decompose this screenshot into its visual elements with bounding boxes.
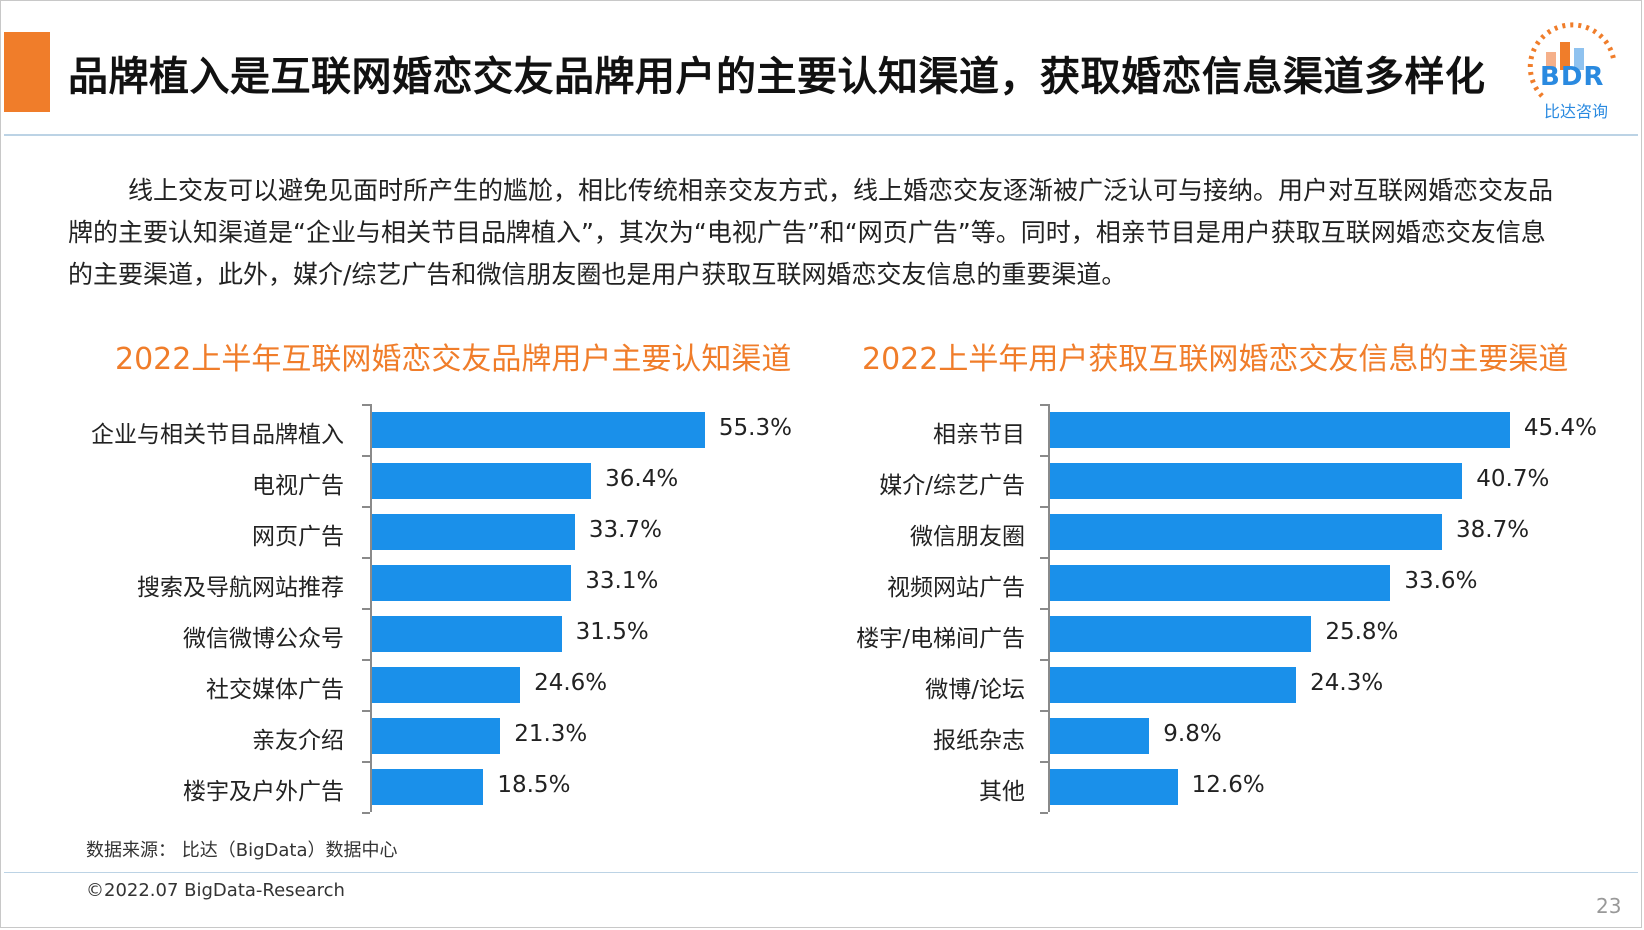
chart-1-category-label: 楼宇/电梯间广告 — [856, 625, 1025, 652]
chart-0-axis-tick — [362, 506, 370, 508]
chart-1-axis-tick — [1040, 404, 1048, 406]
intro-paragraph: 线上交友可以避免见面时所产生的尴尬，相比传统相亲交友方式，线上婚恋交友逐渐被广泛… — [68, 176, 1554, 289]
chart-1-axis-tick — [1040, 608, 1048, 610]
chart-1-bar — [1050, 462, 1463, 499]
chart-1-value-label: 9.8% — [1163, 720, 1222, 747]
chart-0-value-label: 24.6% — [534, 669, 608, 696]
chart-1-bar — [1050, 411, 1510, 448]
chart-1-bar — [1050, 615, 1312, 652]
chart-0-value-label: 21.3% — [514, 720, 588, 747]
chart-1-bar — [1050, 768, 1178, 805]
copyright: ©2022.07 BigData-Research — [86, 880, 345, 901]
chart-0-axis-tick — [362, 710, 370, 712]
chart-0-value-label: 36.4% — [605, 465, 679, 492]
page-number: 23 — [1596, 894, 1622, 918]
chart-0-bar — [372, 615, 562, 652]
chart-0-title: 2022上半年互联网婚恋交友品牌用户主要认知渠道 — [115, 342, 792, 377]
chart-0-bar — [372, 564, 572, 601]
chart-1-value-label: 33.6% — [1404, 567, 1478, 594]
chart-1-axis-tick — [1040, 455, 1048, 457]
chart-1-axis-tick — [1040, 557, 1048, 559]
chart-1-value-label: 24.3% — [1310, 669, 1384, 696]
chart-1-category-label: 报纸杂志 — [933, 727, 1025, 754]
chart-1-category-label: 相亲节目 — [933, 421, 1025, 448]
chart-1-category-label: 媒介/综艺广告 — [879, 472, 1025, 499]
chart-0-value-label: 33.1% — [585, 567, 659, 594]
chart-1-bar — [1050, 717, 1150, 754]
chart-0-axis-tick — [362, 812, 370, 814]
chart-1-axis-tick — [1040, 812, 1048, 814]
logo-subtitle: 比达咨询 — [1544, 102, 1609, 121]
chart-0-axis-tick — [362, 659, 370, 661]
chart-0-category-label: 网页广告 — [252, 523, 344, 550]
chart-1-bar — [1050, 564, 1391, 601]
chart-0-value-label: 33.7% — [588, 516, 662, 543]
chart-0-value-label: 55.3% — [718, 414, 792, 441]
chart-0-bar — [372, 768, 484, 805]
chart-1-y-axis — [1048, 404, 1050, 812]
chart-1-category-label: 视频网站广告 — [887, 574, 1025, 601]
title-divider — [4, 134, 1638, 136]
chart-0-value-label: 18.5% — [497, 771, 571, 798]
logo-text: BDR — [1540, 62, 1605, 92]
chart-1-value-label: 12.6% — [1191, 771, 1265, 798]
chart-0-value-label: 31.5% — [575, 618, 649, 645]
chart-0-axis-tick — [362, 557, 370, 559]
chart-1-category-label: 微信朋友圈 — [910, 523, 1025, 550]
chart-1-title: 2022上半年用户获取互联网婚恋交友信息的主要渠道 — [862, 342, 1569, 377]
chart-1-value-label: 38.7% — [1456, 516, 1530, 543]
chart-0-bar — [372, 666, 521, 703]
chart-1-value-label: 45.4% — [1523, 414, 1597, 441]
chart-0-y-axis — [370, 404, 372, 812]
chart-0-category-label: 亲友介绍 — [252, 727, 344, 754]
chart-0-category-label: 微信微博公众号 — [183, 625, 344, 652]
chart-1-category-label: 微博/论坛 — [925, 676, 1025, 703]
chart-0-bar — [372, 717, 501, 754]
chart-0-bar — [372, 513, 575, 550]
chart-1-value-label: 40.7% — [1476, 465, 1550, 492]
chart-0-bar — [372, 411, 705, 448]
title-accent-bar — [4, 32, 50, 112]
chart-1-axis-tick — [1040, 761, 1048, 763]
chart-0-category-label: 社交媒体广告 — [206, 676, 344, 703]
data-source: 数据来源： 比达（BigData）数据中心 — [86, 840, 398, 861]
chart-0-category-label: 楼宇及户外广告 — [183, 778, 344, 805]
chart-0-axis-tick — [362, 608, 370, 610]
chart-1-axis-tick — [1040, 506, 1048, 508]
chart-1-bar — [1050, 666, 1297, 703]
chart-1-value-label: 25.8% — [1325, 618, 1399, 645]
chart-0-category-label: 企业与相关节目品牌植入 — [91, 421, 344, 448]
chart-1-category-label: 其他 — [979, 778, 1025, 805]
chart-0-axis-tick — [362, 404, 370, 406]
bdr-logo-icon — [1527, 22, 1617, 98]
page-title: 品牌植入是互联网婚恋交友品牌用户的主要认知渠道，获取婚恋信息渠道多样化 — [68, 54, 1486, 100]
chart-1-bar — [1050, 513, 1443, 550]
chart-0-axis-tick — [362, 761, 370, 763]
chart-1-axis-tick — [1040, 659, 1048, 661]
chart-0-category-label: 搜索及导航网站推荐 — [137, 574, 344, 601]
chart-0-category-label: 电视广告 — [252, 472, 344, 499]
chart-1-axis-tick — [1040, 710, 1048, 712]
footer-divider — [4, 872, 1638, 873]
chart-0-axis-tick — [362, 455, 370, 457]
chart-0-bar — [372, 462, 592, 499]
